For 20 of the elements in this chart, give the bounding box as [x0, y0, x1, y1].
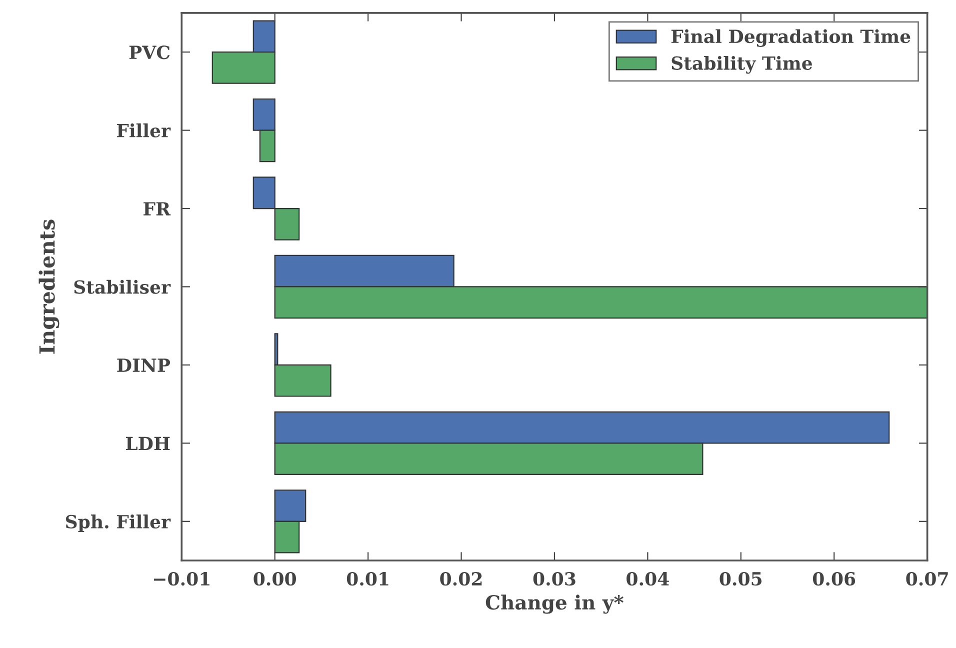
x-tick-label: 0.05	[720, 572, 762, 586]
x-axis-title: Change in y*	[486, 594, 624, 614]
y-tick-label: DINP	[117, 358, 170, 372]
y-tick-label: FR	[144, 202, 171, 216]
legend-label: Final Degradation Time	[671, 29, 910, 47]
x-tick-label: 0.03	[533, 572, 576, 586]
x-tick-label: 0.01	[346, 572, 388, 586]
y-tick-label: Stabiliser	[74, 280, 171, 294]
legend-label: Stability Time	[672, 56, 812, 74]
y-axis-title: Ingredients	[38, 220, 60, 354]
y-tick-label: Sph. Filler	[66, 514, 171, 532]
y-tick-label: LDH	[126, 436, 170, 450]
x-tick-label: 0.06	[812, 572, 856, 586]
x-tick-label: 0.00	[254, 572, 296, 586]
y-tick-label: PVC	[129, 46, 170, 60]
x-tick-label: 0.02	[440, 572, 482, 586]
x-tick-label: 0.07	[906, 572, 948, 586]
y-tick-label: Filler	[116, 123, 171, 138]
x-tick-label: −0.01	[154, 572, 210, 586]
x-tick-label: 0.04	[626, 572, 669, 586]
